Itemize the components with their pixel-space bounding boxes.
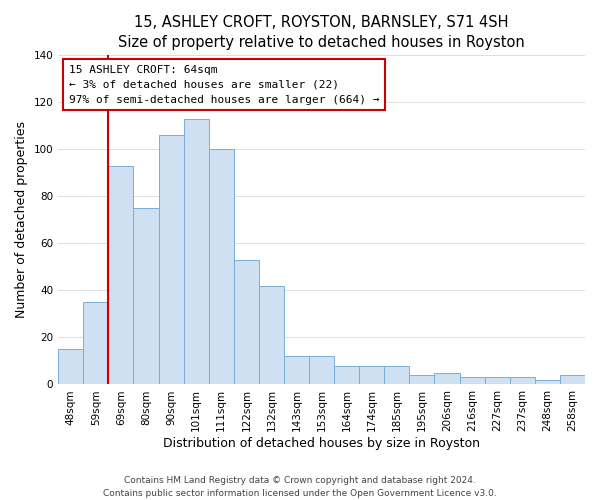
- Y-axis label: Number of detached properties: Number of detached properties: [15, 122, 28, 318]
- Title: 15, ASHLEY CROFT, ROYSTON, BARNSLEY, S71 4SH
Size of property relative to detach: 15, ASHLEY CROFT, ROYSTON, BARNSLEY, S71…: [118, 15, 525, 50]
- Bar: [359, 366, 385, 384]
- Bar: [58, 349, 83, 384]
- Bar: [535, 380, 560, 384]
- Bar: [234, 260, 259, 384]
- Bar: [259, 286, 284, 384]
- Text: 15 ASHLEY CROFT: 64sqm
← 3% of detached houses are smaller (22)
97% of semi-deta: 15 ASHLEY CROFT: 64sqm ← 3% of detached …: [69, 65, 379, 104]
- Bar: [209, 149, 234, 384]
- Bar: [158, 135, 184, 384]
- Bar: [284, 356, 309, 384]
- Bar: [133, 208, 158, 384]
- Bar: [409, 375, 434, 384]
- X-axis label: Distribution of detached houses by size in Royston: Distribution of detached houses by size …: [163, 437, 480, 450]
- Bar: [83, 302, 109, 384]
- Bar: [334, 366, 359, 384]
- Bar: [309, 356, 334, 384]
- Bar: [560, 375, 585, 384]
- Bar: [109, 166, 133, 384]
- Bar: [460, 378, 485, 384]
- Bar: [434, 372, 460, 384]
- Bar: [485, 378, 510, 384]
- Bar: [510, 378, 535, 384]
- Bar: [385, 366, 409, 384]
- Bar: [184, 118, 209, 384]
- Text: Contains HM Land Registry data © Crown copyright and database right 2024.
Contai: Contains HM Land Registry data © Crown c…: [103, 476, 497, 498]
